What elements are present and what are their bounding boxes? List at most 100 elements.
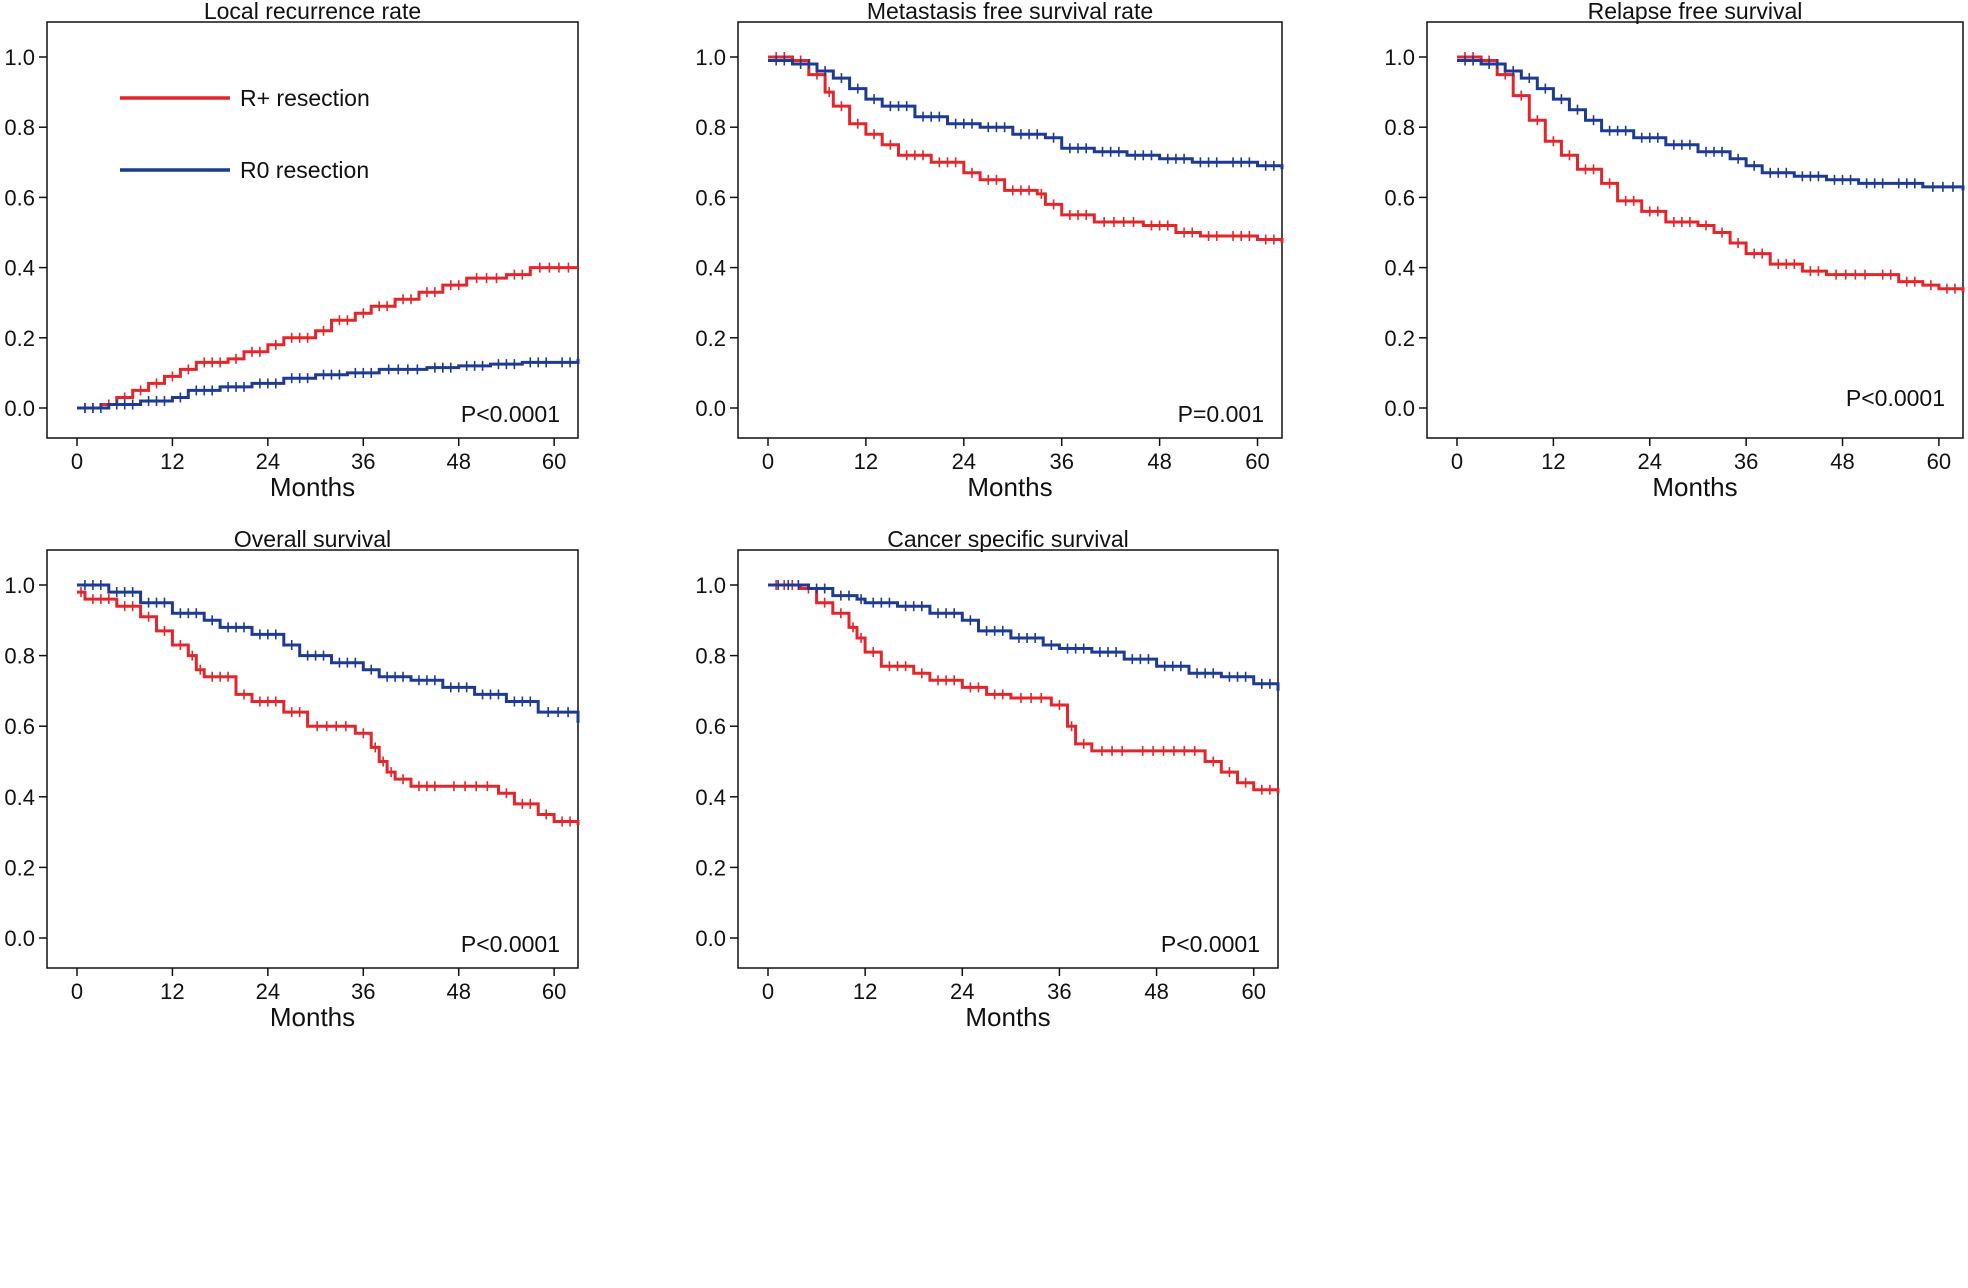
y-tick-label: 0.6 bbox=[695, 714, 726, 739]
plot-frame bbox=[46, 549, 579, 969]
x-tick-label: 24 bbox=[952, 449, 976, 474]
p-value-label: P<0.0001 bbox=[461, 931, 560, 957]
plot-frame bbox=[46, 21, 579, 439]
x-tick-label: 36 bbox=[351, 979, 375, 1004]
x-tick-label: 12 bbox=[160, 979, 184, 1004]
y-tick-label: 0.0 bbox=[4, 926, 35, 951]
x-tick-label: 48 bbox=[1144, 979, 1168, 1004]
x-tick-label: 0 bbox=[71, 979, 83, 1004]
x-tick-label: 36 bbox=[351, 449, 375, 474]
p-value-label: P=0.001 bbox=[1178, 401, 1264, 427]
chart-panel-5: Cancer specific survival 0.0 0.2 0.4 0.6 0.8 1… bbox=[695, 526, 1280, 1032]
plot-frame bbox=[737, 549, 1279, 969]
y-tick-label: 0.8 bbox=[695, 644, 726, 669]
y-tick-label: 1.0 bbox=[1384, 45, 1415, 70]
series-line-r-plus bbox=[768, 583, 1280, 794]
x-tick-label: 36 bbox=[1047, 979, 1071, 1004]
y-tick-label: 0.2 bbox=[695, 855, 726, 880]
y-tick-label: 1.0 bbox=[695, 573, 726, 598]
series-line-r0 bbox=[768, 59, 1284, 170]
y-tick-label: 0.4 bbox=[4, 785, 35, 810]
series-line-r-plus bbox=[768, 55, 1284, 243]
x-tick-label: 60 bbox=[1245, 449, 1269, 474]
chart-title: Relapse free survival bbox=[1588, 0, 1803, 24]
legend-label-r-plus: R+ resection bbox=[240, 85, 370, 111]
p-value-label: P<0.0001 bbox=[461, 401, 560, 427]
x-tick-label: 60 bbox=[542, 449, 566, 474]
x-tick-label: 12 bbox=[854, 449, 878, 474]
x-axis-label: Months bbox=[270, 472, 355, 502]
x-tick-label: 12 bbox=[1541, 449, 1565, 474]
y-tick-label: 1.0 bbox=[4, 45, 35, 70]
y-tick-label: 0.0 bbox=[4, 396, 35, 421]
y-tick-label: 0.8 bbox=[1384, 115, 1415, 140]
x-tick-label: 48 bbox=[446, 979, 470, 1004]
chart-panel-1: Local recurrence rate 0.0 0.2 0.4 0.6 0.8 1.0 0… bbox=[4, 0, 580, 502]
series-line-r-plus bbox=[77, 266, 578, 410]
chart-title: Cancer specific survival bbox=[887, 526, 1129, 552]
x-axis-label: Months bbox=[967, 472, 1052, 502]
y-tick-label: 0.6 bbox=[1384, 185, 1415, 210]
x-tick-label: 0 bbox=[71, 449, 83, 474]
x-tick-label: 24 bbox=[256, 449, 280, 474]
chart-title: Overall survival bbox=[234, 526, 391, 552]
y-tick-label: 0.0 bbox=[1384, 396, 1415, 421]
censor-marks-r-plus bbox=[80, 587, 571, 827]
y-tick-label: 0.6 bbox=[4, 714, 35, 739]
chart-title: Local recurrence rate bbox=[204, 0, 421, 24]
series-line-r0 bbox=[77, 583, 580, 723]
x-tick-label: 24 bbox=[1638, 449, 1662, 474]
y-tick-label: 0.4 bbox=[695, 785, 726, 810]
x-tick-label: 48 bbox=[1830, 449, 1854, 474]
x-tick-label: 12 bbox=[853, 979, 877, 1004]
x-tick-label: 36 bbox=[1049, 449, 1073, 474]
y-tick-label: 0.2 bbox=[695, 326, 726, 351]
series-line-r0 bbox=[1457, 59, 1965, 191]
x-tick-label: 60 bbox=[1927, 449, 1951, 474]
y-tick-label: 1.0 bbox=[695, 45, 726, 70]
x-tick-label: 48 bbox=[1147, 449, 1171, 474]
y-tick-label: 0.8 bbox=[695, 115, 726, 140]
x-tick-label: 36 bbox=[1734, 449, 1758, 474]
chart-panel-3: Relapse free survival 0.0 0.2 0.4 0.6 0.8 1.0 0… bbox=[1384, 0, 1965, 502]
censor-marks-r0 bbox=[1464, 55, 1954, 192]
chart-title: Metastasis free survival rate bbox=[867, 0, 1153, 24]
y-tick-label: 0.2 bbox=[4, 326, 35, 351]
x-tick-label: 0 bbox=[1451, 449, 1463, 474]
p-value-label: P<0.0001 bbox=[1161, 931, 1260, 957]
y-tick-label: 0.0 bbox=[695, 926, 726, 951]
censor-marks-r0 bbox=[84, 357, 571, 413]
x-tick-label: 48 bbox=[446, 449, 470, 474]
x-tick-label: 60 bbox=[1241, 979, 1265, 1004]
x-tick-label: 24 bbox=[950, 979, 974, 1004]
y-tick-label: 0.4 bbox=[4, 256, 35, 281]
series-line-r0 bbox=[77, 358, 580, 410]
x-tick-label: 60 bbox=[542, 979, 566, 1004]
legend: R+ resection R0 resection bbox=[120, 85, 370, 183]
y-tick-label: 0.4 bbox=[695, 256, 726, 281]
x-axis-label: Months bbox=[270, 1002, 355, 1032]
x-tick-label: 24 bbox=[256, 979, 280, 1004]
censor-marks-r0 bbox=[775, 55, 1275, 171]
y-tick-label: 1.0 bbox=[4, 573, 35, 598]
series-line-r-plus bbox=[1457, 55, 1965, 293]
plot-frame bbox=[737, 21, 1283, 439]
y-tick-label: 0.6 bbox=[695, 185, 726, 210]
y-tick-label: 0.2 bbox=[4, 855, 35, 880]
plot-frame bbox=[1426, 21, 1964, 439]
y-tick-label: 0.8 bbox=[4, 115, 35, 140]
y-tick-label: 0.8 bbox=[4, 644, 35, 669]
x-tick-label: 12 bbox=[160, 449, 184, 474]
series-line-r0 bbox=[768, 583, 1280, 691]
legend-label-r0: R0 resection bbox=[240, 157, 369, 183]
censor-marks-r-plus bbox=[775, 52, 1275, 245]
censor-marks-r0 bbox=[84, 580, 569, 718]
chart-panel-2: Metastasis free survival rate 0.0 0.2 0.4 0.… bbox=[695, 0, 1284, 502]
x-axis-label: Months bbox=[965, 1002, 1050, 1032]
y-tick-label: 0.4 bbox=[1384, 256, 1415, 281]
y-tick-label: 0.2 bbox=[1384, 326, 1415, 351]
y-tick-label: 0.0 bbox=[695, 396, 726, 421]
x-axis-label: Months bbox=[1652, 472, 1737, 502]
x-tick-label: 0 bbox=[762, 449, 774, 474]
